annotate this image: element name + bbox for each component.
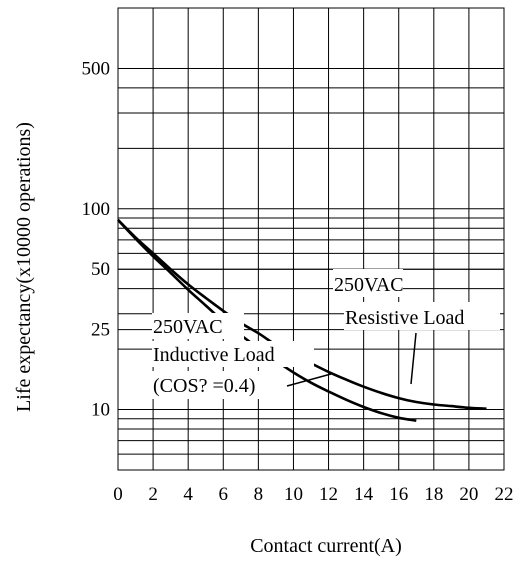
annotation-resistive-bg: [333, 269, 403, 297]
annotation-resistive-leader: [410, 332, 417, 385]
annotation-resistive-line2: Resistive Load: [345, 307, 464, 329]
grid: [117, 7, 505, 471]
x-axis-title: Contact current(A): [250, 535, 402, 557]
x-tick-label-2: 4: [183, 484, 193, 505]
y-tick-label-3: 100: [82, 199, 111, 220]
annotation-inductive-bg-1: [152, 313, 244, 339]
annotation-inductive-line1: 250VAC: [153, 316, 223, 338]
x-tick-label-3: 6: [219, 484, 229, 505]
annotation-inductive-bg-2: [152, 341, 314, 367]
y-tick-label-0: 10: [91, 400, 110, 421]
plot-frame: [117, 7, 505, 471]
annotation-inductive-line3: (COS? =0.4): [153, 375, 255, 397]
annotation-inductive-leader: [286, 373, 332, 387]
y-axis-title: Life expectancy(x10000 operations): [13, 122, 35, 412]
annotation-inductive-bg-3: [152, 371, 288, 399]
x-tick-label-7: 14: [354, 484, 374, 505]
x-tick-label-6: 12: [319, 484, 338, 505]
x-tick-label-5: 10: [284, 484, 303, 505]
x-tick-label-0: 0: [113, 484, 123, 505]
y-tick-labels: 10 25 50 100 500: [82, 58, 111, 420]
y-tick-label-1: 25: [91, 320, 110, 341]
x-tick-label-9: 18: [424, 484, 443, 505]
x-tick-label-11: 22: [495, 484, 514, 505]
x-tick-label-10: 20: [459, 484, 478, 505]
y-tick-label-2: 50: [91, 259, 110, 280]
annotation-resistive-load: 250VAC Resistive Load: [333, 269, 500, 385]
annotation-inductive-line2: Inductive Load: [153, 344, 275, 366]
annotation-inductive-load: 250VAC Inductive Load (COS? =0.4): [152, 313, 332, 399]
y-tick-label-4: 500: [82, 58, 111, 79]
x-tick-label-8: 16: [389, 484, 408, 505]
x-tick-label-4: 8: [254, 484, 264, 505]
annotation-resistive-line1: 250VAC: [334, 274, 404, 296]
x-tick-label-1: 2: [148, 484, 158, 505]
x-tick-labels: 0 2 4 6 8 10 12 14 16 18 20 22: [113, 484, 513, 505]
annotation-resistive-bg-2: [344, 302, 500, 330]
